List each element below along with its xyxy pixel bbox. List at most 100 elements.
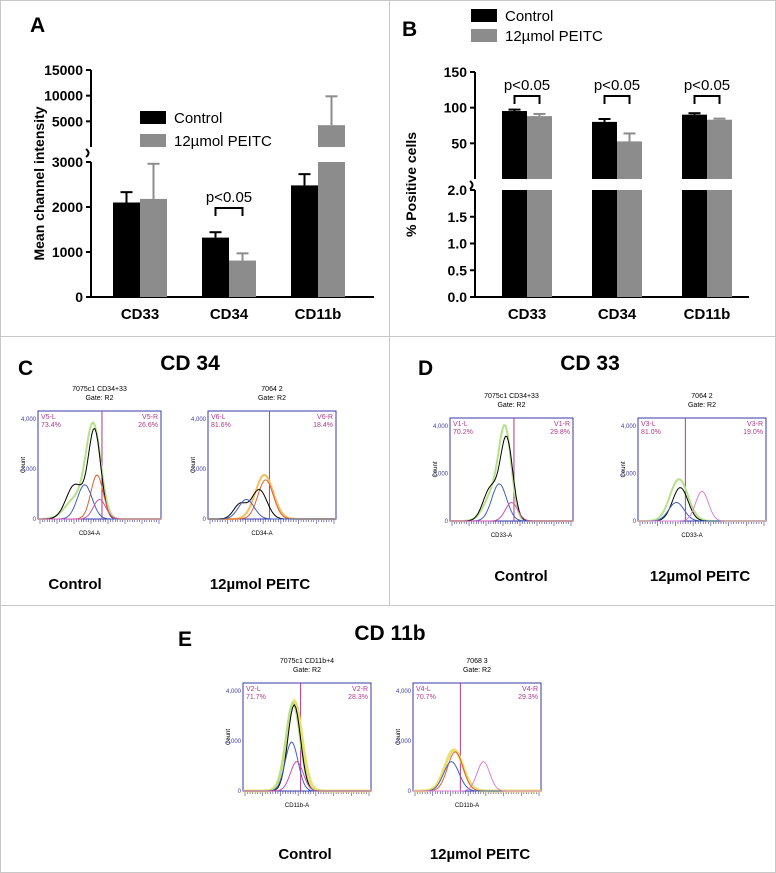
bar-cd34-peitc bbox=[229, 260, 256, 297]
flow-left-pct: 73.4% bbox=[41, 422, 61, 429]
flow-right-gate: V6-R bbox=[317, 414, 333, 421]
flow-left-pct: 81.0% bbox=[641, 429, 661, 436]
y-tick-label: 0.5 bbox=[448, 262, 468, 278]
flow-y-tick: 0 bbox=[203, 517, 207, 523]
legend-label-control: Control bbox=[505, 8, 553, 25]
flow-gate-name: Gate: R2 bbox=[293, 667, 321, 674]
significance-bracket bbox=[513, 95, 541, 104]
flow-histogram-cd33-peitc: 7064 2 Gate: R2 V3-L81.0% V3-R19.0% 4,000 2,0… bbox=[621, 393, 767, 539]
flow-histogram-curve bbox=[208, 488, 336, 520]
y-tick-label: 15000 bbox=[44, 62, 83, 78]
significance-bracket bbox=[693, 95, 721, 104]
axis-break-mark bbox=[469, 180, 474, 190]
significance-label: p<0.05 bbox=[684, 77, 730, 94]
x-tick-label: CD33 bbox=[508, 306, 546, 323]
bar-cd34-control-upper bbox=[592, 121, 617, 179]
flow-left-pct: 71.7% bbox=[246, 694, 266, 701]
flow-left-gate: V4-L bbox=[416, 686, 431, 693]
y-tick-label: 150 bbox=[444, 64, 468, 80]
flow-left-gate: V1-L bbox=[453, 421, 468, 428]
flow-y-label: Count bbox=[226, 729, 232, 745]
flow-right-gate: V1-R bbox=[554, 421, 570, 428]
flow-histogram-curve bbox=[450, 424, 573, 522]
flow-y-tick: 0 bbox=[238, 789, 242, 795]
bar-cd11b-control-lower bbox=[682, 190, 707, 297]
y-tick-label: 1.5 bbox=[448, 209, 468, 225]
flow-y-tick: 2,000 bbox=[621, 472, 637, 478]
flow-y-tick: 4,000 bbox=[396, 689, 412, 695]
bar-cd33-peitc-upper bbox=[527, 116, 552, 179]
significance-bracket bbox=[214, 207, 244, 216]
y-tick-label: 0 bbox=[75, 289, 83, 305]
flow-gate-name: Gate: R2 bbox=[258, 395, 286, 402]
flow-histogram-curve bbox=[638, 490, 766, 522]
legend-label-peitc: 12µmol PEITC bbox=[505, 28, 603, 45]
bar-cd34-peitc-lower bbox=[617, 190, 642, 297]
flow-histogram-curve bbox=[413, 751, 541, 792]
bar-cd11b-peitc-upper bbox=[707, 119, 732, 179]
flow-right-gate: V5-R bbox=[142, 414, 158, 421]
flow-y-tick: 0 bbox=[33, 517, 37, 523]
bar-cd11b-control bbox=[291, 185, 318, 297]
flow-histogram-curve bbox=[38, 427, 161, 520]
legend-swatch-peitc bbox=[140, 134, 166, 147]
flow-y-tick: 4,000 bbox=[21, 417, 37, 423]
y-tick-label: 1.0 bbox=[448, 236, 468, 252]
y-axis-label: Mean channel intensity bbox=[31, 106, 47, 260]
flow-header: 7075c1 CD34+33 bbox=[72, 386, 127, 393]
flow-plot-frame bbox=[37, 410, 162, 520]
flow-left-pct: 81.6% bbox=[211, 422, 231, 429]
x-tick-label: CD11b bbox=[684, 306, 731, 323]
panel-e-peitc-caption: 12µmol PEITC bbox=[429, 846, 531, 863]
significance-label: p<0.05 bbox=[206, 189, 252, 206]
flow-left-gate: V6-L bbox=[211, 414, 226, 421]
legend-label-peitc: 12µmol PEITC bbox=[174, 133, 272, 150]
panel-d-title: CD 33 bbox=[560, 352, 620, 375]
flow-y-label: Count bbox=[21, 457, 27, 473]
significance-label: p<0.05 bbox=[594, 77, 640, 94]
flow-header: 7068 3 bbox=[466, 658, 488, 665]
bar-cd11b-peitc-lower bbox=[707, 190, 732, 297]
flow-x-label: CD33-A bbox=[681, 533, 702, 539]
legend-swatch-control bbox=[471, 9, 497, 22]
y-tick-label: 2.0 bbox=[448, 182, 468, 198]
flow-right-pct: 26.6% bbox=[138, 422, 158, 429]
flow-header: 7075c1 CD34+33 bbox=[484, 393, 539, 400]
axis-break-mark bbox=[85, 148, 90, 158]
flow-histogram-curve bbox=[638, 487, 766, 522]
flow-header: 7064 2 bbox=[691, 393, 713, 400]
panel-c-letter: C bbox=[18, 357, 34, 380]
x-tick-label: CD34 bbox=[598, 306, 637, 323]
bar-cd34-control-lower bbox=[592, 190, 617, 297]
panel-d-peitc-caption: 12µmol PEITC bbox=[649, 568, 751, 585]
panel-e-title: CD 11b bbox=[354, 622, 426, 645]
panel-a-letter: A bbox=[30, 14, 46, 37]
y-tick-label: 100 bbox=[444, 100, 468, 116]
panel-e-letter: E bbox=[178, 628, 193, 651]
flow-left-gate: V5-L bbox=[41, 414, 56, 421]
flow-y-tick: 2,000 bbox=[396, 739, 412, 745]
flow-histogram-curve bbox=[413, 748, 541, 793]
flow-histogram-curve bbox=[638, 478, 766, 522]
bar-cd11b-control-upper bbox=[682, 114, 707, 179]
flow-left-pct: 70.7% bbox=[416, 694, 436, 701]
x-tick-label: CD11b bbox=[295, 306, 342, 323]
flow-y-label: Count bbox=[433, 461, 439, 477]
flow-right-gate: V4-R bbox=[522, 686, 538, 693]
flow-gate-name: Gate: R2 bbox=[688, 402, 716, 409]
flow-histogram-curve bbox=[450, 501, 573, 522]
flow-histogram-curve bbox=[243, 703, 371, 792]
panel-c-title: CD 34 bbox=[160, 352, 220, 375]
flow-right-pct: 28.3% bbox=[348, 694, 368, 701]
y-axis-label: % Positive cells bbox=[403, 132, 419, 237]
flow-y-tick: 2,000 bbox=[21, 467, 37, 473]
flow-histogram-curve bbox=[413, 761, 541, 792]
flow-x-label: CD11b-A bbox=[455, 803, 479, 809]
bar-cd34-peitc-upper bbox=[617, 141, 642, 179]
flow-y-label: Count bbox=[191, 457, 197, 473]
bar-cd33-peitc bbox=[140, 198, 167, 297]
flow-histogram-curve bbox=[38, 484, 161, 520]
panel-d-letter: D bbox=[418, 357, 434, 380]
flow-gate-name: Gate: R2 bbox=[463, 667, 491, 674]
flow-plot-frame bbox=[242, 682, 372, 792]
